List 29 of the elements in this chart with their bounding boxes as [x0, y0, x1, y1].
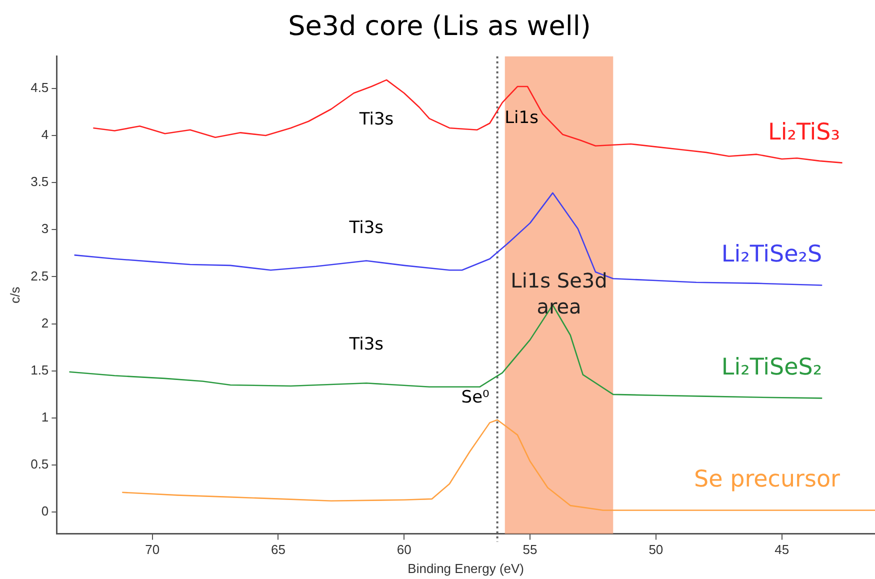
chart-title: Se3d core (Lis as well) — [288, 11, 591, 42]
series-label: Li₂TiSeS₂ — [721, 354, 822, 381]
y-tick-label: 2 — [41, 315, 49, 330]
y-tick-label: 0 — [41, 504, 49, 519]
annotation: Se⁰ — [461, 387, 490, 408]
series-label: Se precursor — [694, 466, 841, 493]
x-tick-label: 70 — [145, 542, 160, 558]
y-tick-label: 1 — [41, 410, 49, 425]
annotation: Ti3s — [348, 218, 384, 238]
y-axis-title: c/s — [7, 286, 22, 304]
annotation: Ti3s — [358, 109, 394, 130]
x-tick-label: 50 — [648, 542, 664, 558]
series-label: Li₂TiS₃ — [768, 119, 840, 146]
x-tick-label: 60 — [396, 542, 412, 558]
band-label: Li1s Se3d area — [510, 268, 608, 318]
x-tick-label: 65 — [271, 542, 286, 558]
y-tick-label: 2.5 — [30, 268, 49, 284]
x-tick-label: 55 — [522, 542, 538, 558]
series-label: Li₂TiSe₂S — [721, 242, 822, 268]
y-tick-label: 1.5 — [30, 362, 49, 378]
annotation: Li1s — [504, 108, 539, 128]
y-tick-label: 0.5 — [30, 456, 49, 472]
y-tick-label: 3.5 — [30, 174, 49, 190]
x-axis-title: Binding Energy (eV) — [408, 560, 524, 576]
y-tick-label: 4 — [41, 127, 49, 142]
annotation: Ti3s — [348, 334, 384, 355]
y-tick-label: 3 — [41, 221, 49, 236]
y-tick-label: 4.5 — [30, 80, 49, 95]
x-tick-label: 45 — [774, 542, 790, 558]
